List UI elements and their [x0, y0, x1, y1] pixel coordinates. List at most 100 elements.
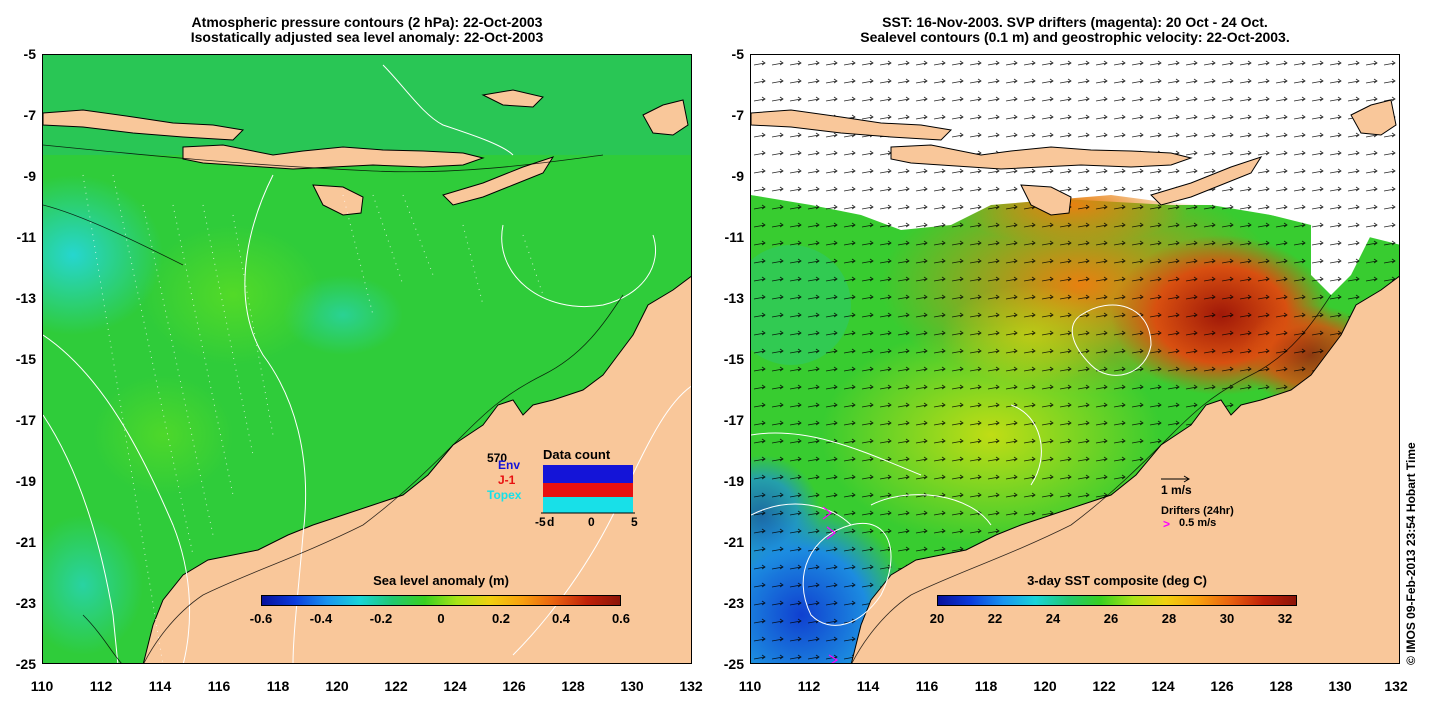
- lime-anomaly-2: [93, 375, 233, 495]
- x-tick-label: 112: [89, 678, 113, 694]
- x-tick-label: 120: [325, 678, 349, 694]
- y-tick-label: -23: [723, 595, 744, 611]
- right-colorbar-tick: 24: [1045, 611, 1061, 626]
- left-map-panel: Data count 570 Env J-1 Topex -5 d 0 5 Se…: [42, 54, 692, 664]
- lesser-sunda-islands: [890, 144, 1193, 170]
- x-tick-label: 128: [561, 678, 585, 694]
- tanimbar-island: [642, 99, 689, 136]
- x-tick-label: 114: [856, 678, 880, 694]
- data-count-series-topex: Topex: [487, 488, 522, 502]
- x-tick-label: 132: [1384, 678, 1408, 694]
- left-colorbar-tick: 0.2: [491, 611, 511, 626]
- java-island: [43, 109, 245, 141]
- right-map-svg: [751, 55, 1399, 663]
- x-tick-label: 116: [207, 678, 231, 694]
- tanimbar-island: [1350, 99, 1397, 136]
- x-tick-label: 124: [1151, 678, 1175, 694]
- x-tick-label: 114: [148, 678, 172, 694]
- y-tick-label: -7: [23, 107, 36, 123]
- data-count-inset: [541, 465, 635, 514]
- right-colorbar-tick: 22: [987, 611, 1003, 626]
- left-colorbar-title: Sea level anomaly (m): [373, 573, 509, 588]
- timor-island: [1150, 156, 1263, 206]
- data-count-series-j1: J-1: [498, 473, 516, 487]
- top-right-islands: [481, 89, 544, 108]
- right-colorbar-title: 3-day SST composite (deg C): [1027, 573, 1207, 588]
- data-count-xtick-3: 5: [631, 515, 638, 529]
- data-count-bars: [543, 465, 633, 513]
- x-tick-label: 128: [1269, 678, 1293, 694]
- x-tick-label: 118: [266, 678, 290, 694]
- x-tick-label: 120: [1033, 678, 1057, 694]
- x-tick-label: 132: [679, 678, 703, 694]
- data-count-xtick-1: d: [547, 515, 555, 529]
- x-tick-label: 126: [1210, 678, 1234, 694]
- cyan-anomaly-sw: [43, 515, 143, 655]
- y-tick-label: -19: [723, 473, 744, 489]
- sumba-island: [1020, 184, 1072, 216]
- right-colorbar-tick: 30: [1219, 611, 1235, 626]
- data-count-xtick-2: 0: [588, 515, 595, 529]
- y-tick-label: -19: [15, 473, 36, 489]
- y-tick-label: -21: [723, 534, 744, 550]
- bathymetry-contours: [43, 144, 624, 663]
- x-tick-label: 112: [797, 678, 821, 694]
- sealevel-contours: [751, 304, 1152, 626]
- data-count-series-env: Env: [498, 458, 521, 472]
- left-colorbar-tick: 0.6: [611, 611, 631, 626]
- y-tick-label: -17: [723, 412, 744, 428]
- right-colorbar-tick: 26: [1103, 611, 1119, 626]
- y-tick-label: -25: [723, 656, 744, 672]
- x-tick-label: 118: [974, 678, 998, 694]
- timor-island: [442, 156, 555, 206]
- x-tick-label: 122: [384, 678, 408, 694]
- dc-bar-topex: [543, 497, 633, 513]
- y-tick-label: -11: [724, 229, 744, 245]
- y-tick-label: -11: [16, 229, 36, 245]
- right-colorbar-tick: 20: [929, 611, 945, 626]
- left-colorbar-tick: 0: [437, 611, 445, 626]
- track-lines: [82, 174, 544, 663]
- data-count-xtick-0: -5: [535, 515, 546, 529]
- north-ocean-teal: [43, 55, 691, 155]
- x-tick-label: 130: [620, 678, 644, 694]
- drifter-legend-value: 0.5 m/s: [1179, 517, 1217, 529]
- y-tick-label: -15: [723, 351, 744, 367]
- y-tick-label: -7: [731, 107, 744, 123]
- y-tick-label: -15: [15, 351, 36, 367]
- sumba-island: [312, 184, 364, 216]
- left-colorbar-tick: -0.4: [309, 611, 333, 626]
- velocity-legend-arrow: [1161, 475, 1190, 483]
- velocity-legend-label: 1 m/s: [1161, 483, 1192, 497]
- y-tick-label: -9: [731, 168, 744, 184]
- left-title-line2: Isostatically adjusted sea level anomaly…: [190, 29, 544, 45]
- x-tick-label: 126: [502, 678, 526, 694]
- x-tick-label: 116: [915, 678, 939, 694]
- java-island: [751, 109, 953, 141]
- data-count-max: 570: [487, 451, 508, 465]
- x-tick-label: 110: [738, 678, 762, 694]
- data-count-title: Data count: [543, 447, 611, 462]
- lesser-sunda-islands: [182, 144, 485, 170]
- right-map-panel: 1 m/s Drifters (24hr) > 0.5 m/s 3-day SS…: [750, 54, 1400, 664]
- drifter-legend-symbol: >: [1163, 517, 1171, 531]
- y-tick-label: -13: [723, 290, 744, 306]
- left-title-line1: Atmospheric pressure contours (2 hPa): 2…: [191, 14, 543, 30]
- x-tick-label: 122: [1092, 678, 1116, 694]
- right-title-line1: SST: 16-Nov-2003. SVP drifters (magenta)…: [882, 14, 1268, 30]
- right-colorbar-tick: 32: [1277, 611, 1293, 626]
- right-title-line2: Sealevel contours (0.1 m) and geostrophi…: [860, 29, 1290, 45]
- y-tick-label: -9: [23, 168, 36, 184]
- right-colorbar: [937, 595, 1297, 606]
- lime-anomaly: [143, 225, 323, 365]
- left-colorbar: [261, 595, 621, 606]
- y-tick-label: -13: [15, 290, 36, 306]
- y-tick-label: -21: [15, 534, 36, 550]
- credit-label: © IMOS 09-Feb-2013 23:54 Hobart Time: [1404, 442, 1418, 665]
- right-colorbar-tick: 28: [1161, 611, 1177, 626]
- left-colorbar-tick: -0.2: [369, 611, 393, 626]
- svp-drifter-tracks: [822, 506, 839, 663]
- y-tick-label: -25: [15, 656, 36, 672]
- australia-land: [142, 275, 691, 663]
- bathymetry-contours: [851, 294, 1332, 663]
